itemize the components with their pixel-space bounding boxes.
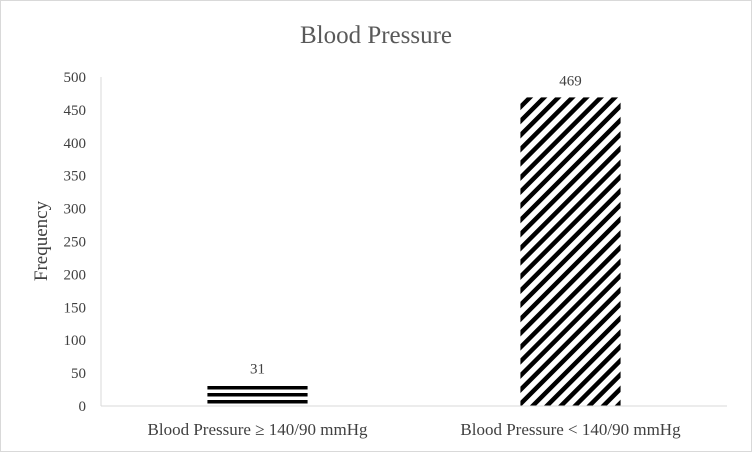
data-label: 31 — [250, 362, 265, 378]
y-tick-label: 0 — [79, 399, 87, 415]
bar — [520, 97, 621, 406]
y-axis: 0 50 100 150 200 250 300 350 400 450 500 — [64, 70, 102, 415]
y-axis-label: Frequency — [31, 200, 52, 281]
y-tick-label: 150 — [64, 300, 87, 316]
y-tick-label: 500 — [64, 70, 87, 86]
bar — [207, 385, 308, 406]
chart-title: Blood Pressure — [300, 22, 452, 49]
y-tick-label: 250 — [64, 235, 87, 251]
x-tick-label: Blood Pressure ≥ 140/90 mmHg — [148, 420, 368, 439]
y-tick-label: 50 — [71, 366, 86, 382]
bars: 31 469 — [207, 73, 621, 406]
data-label: 469 — [559, 73, 582, 89]
y-tick-label: 100 — [64, 333, 87, 349]
y-tick-label: 350 — [64, 169, 87, 185]
y-tick-label: 300 — [64, 202, 87, 218]
x-axis: Blood Pressure ≥ 140/90 mmHg Blood Pressu… — [148, 420, 682, 439]
y-tick-label: 200 — [64, 267, 87, 283]
y-tick-label: 400 — [64, 136, 87, 152]
y-tick-label: 450 — [64, 103, 87, 119]
x-tick-label: Blood Pressure < 140/90 mmHg — [460, 420, 681, 439]
